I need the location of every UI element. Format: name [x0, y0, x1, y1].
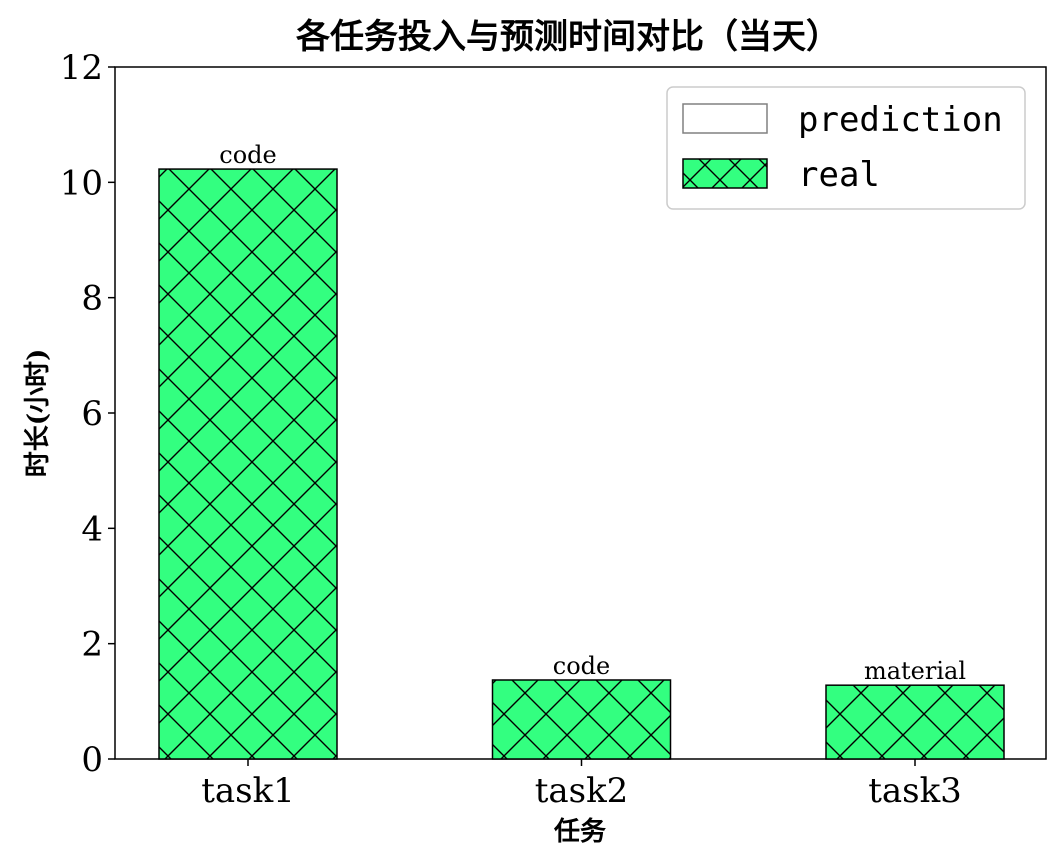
y-axis-label: 时长(小时) — [23, 349, 53, 478]
legend-label-prediction: prediction — [798, 100, 1003, 140]
bar-real-task3 — [825, 684, 1005, 760]
x-tick-label: task2 — [535, 771, 629, 811]
bar-label: code — [553, 652, 610, 680]
bar-labels-group: code code material — [219, 141, 966, 685]
x-axis-ticks: task1 task2 task3 — [201, 759, 962, 811]
y-tick-label: 4 — [81, 509, 103, 549]
legend-swatch-real — [682, 158, 768, 189]
y-tick-label: 2 — [81, 625, 103, 665]
y-tick-label: 0 — [81, 740, 103, 780]
bar-real-task1 — [158, 168, 338, 760]
legend-swatch-prediction — [682, 103, 768, 134]
x-tick-label: task3 — [868, 771, 962, 811]
y-tick-label: 10 — [60, 163, 103, 203]
bar-label: code — [219, 141, 276, 169]
y-tick-label: 8 — [81, 279, 103, 319]
x-tick-label: task1 — [201, 771, 295, 811]
bar-real-task2 — [491, 679, 672, 760]
y-tick-label: 12 — [60, 48, 103, 88]
legend: prediction real — [666, 86, 1026, 210]
bars-group — [158, 168, 1005, 760]
x-axis-label: 任务 — [553, 817, 606, 847]
legend-label-real: real — [798, 155, 880, 195]
y-tick-label: 6 — [81, 394, 103, 434]
y-axis-ticks: 0 2 4 6 8 10 12 — [60, 48, 115, 780]
chart-title: 各任务投入与预测时间对比（当天） — [296, 17, 840, 57]
bar-label: material — [864, 657, 966, 685]
